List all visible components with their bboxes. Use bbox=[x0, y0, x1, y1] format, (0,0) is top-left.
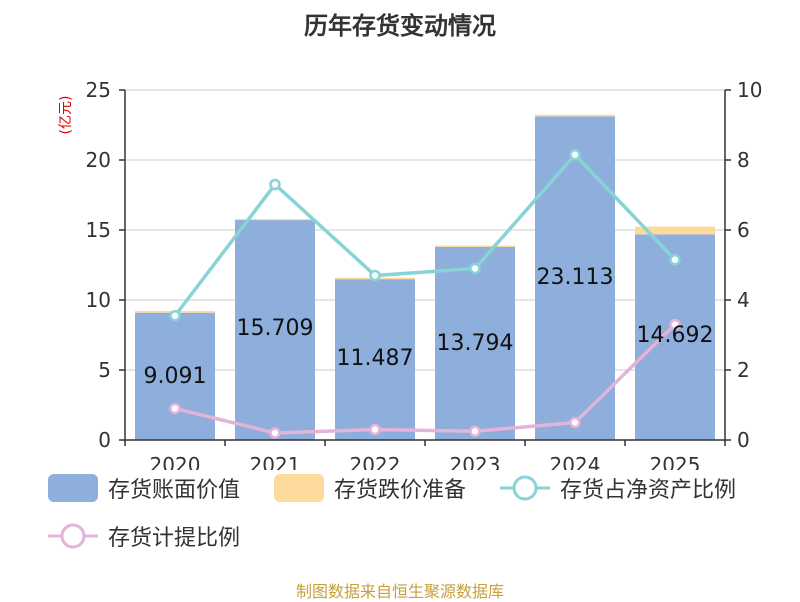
line-point bbox=[269, 178, 281, 191]
bar-data-label: 15.709 bbox=[237, 316, 314, 341]
legend-item-net-asset-ratio[interactable]: 存货占净资产比例 bbox=[500, 468, 736, 508]
bar-book-value bbox=[435, 246, 515, 440]
legend-swatch-impairment bbox=[274, 474, 324, 502]
line-point bbox=[469, 262, 481, 275]
legend-label-net-asset-ratio: 存货占净资产比例 bbox=[560, 478, 737, 503]
legend-label-provision-ratio: 存货计提比例 bbox=[108, 526, 241, 551]
right-axis-tick-label: 10 bbox=[737, 78, 762, 102]
chart-title: 历年存货变动情况 bbox=[304, 12, 496, 40]
line-point bbox=[569, 416, 581, 429]
line-point bbox=[269, 427, 281, 439]
data-labels: 9.091 15.709 11.487 13.794 23.113 14.692 bbox=[144, 265, 714, 389]
line-point bbox=[369, 269, 381, 282]
bar-book-value bbox=[635, 234, 715, 440]
bar-data-label: 14.692 bbox=[637, 323, 714, 348]
left-axis-tick-label: 0 bbox=[98, 428, 111, 452]
legend-item-book-value[interactable]: 存货账面价值 bbox=[48, 468, 240, 508]
bar-impairment bbox=[435, 245, 515, 247]
x-axis-tick-label: 2021 bbox=[250, 453, 301, 470]
legend-swatch-book-value bbox=[48, 474, 98, 502]
bar-data-label: 23.113 bbox=[537, 265, 614, 290]
bar-data-label: 9.091 bbox=[144, 364, 207, 389]
legend-item-provision-ratio[interactable]: 存货计提比例 bbox=[48, 516, 240, 556]
right-axis-tick-label: 6 bbox=[737, 218, 750, 242]
left-axis-tick-label: 10 bbox=[86, 288, 111, 312]
line-series bbox=[174, 323, 677, 435]
bar-book-value bbox=[335, 279, 415, 440]
line-point bbox=[169, 402, 181, 415]
line-point bbox=[469, 425, 481, 437]
x-axis-tick-label: 2022 bbox=[350, 453, 401, 470]
bar-data-label: 11.487 bbox=[337, 346, 414, 371]
source-note: 制图数据来自恒生聚源数据库 bbox=[295, 582, 504, 601]
bar-impairment bbox=[235, 218, 315, 221]
line-series bbox=[173, 152, 677, 317]
x-axis-tick-label: 2025 bbox=[650, 453, 701, 470]
bar-data-label: 13.794 bbox=[437, 331, 514, 356]
right-axis-tick-label: 2 bbox=[737, 358, 750, 382]
line-point bbox=[669, 254, 681, 266]
right-axis-tick-label: 4 bbox=[737, 288, 750, 312]
right-axis-unit-label: % bbox=[796, 89, 800, 102]
line-point bbox=[369, 423, 381, 436]
left-axis-unit-label: (亿元) bbox=[58, 96, 74, 135]
x-axis-tick-label: 2023 bbox=[450, 453, 501, 470]
right-axis-tick-label: 0 bbox=[737, 428, 750, 452]
line-point bbox=[569, 149, 581, 161]
legend-line-provision-ratio-icon bbox=[48, 523, 98, 549]
left-axis-tick-label: 5 bbox=[98, 358, 111, 382]
left-axis-tick-label: 25 bbox=[86, 78, 111, 102]
right-axis-tick-label: 8 bbox=[737, 148, 750, 172]
line-point bbox=[169, 310, 181, 322]
x-axis-tick-label: 2020 bbox=[150, 453, 201, 470]
line-point bbox=[669, 318, 681, 331]
bar-impairment bbox=[635, 226, 715, 235]
bar-book-value bbox=[135, 312, 215, 440]
bar-book-value bbox=[235, 220, 315, 440]
legend-item-impairment[interactable]: 存货跌价准备 bbox=[274, 468, 466, 508]
bar-impairment bbox=[535, 114, 615, 117]
legend-label-impairment: 存货跌价准备 bbox=[334, 478, 467, 503]
bar-layer bbox=[135, 114, 715, 440]
grid-lines bbox=[125, 89, 725, 371]
left-axis-tick-label: 15 bbox=[86, 218, 111, 242]
bar-book-value bbox=[535, 116, 615, 440]
legend-line-net-asset-ratio-icon bbox=[500, 475, 550, 501]
left-axis-tick-label: 20 bbox=[86, 148, 111, 172]
legend-label-book-value: 存货账面价值 bbox=[108, 478, 241, 503]
x-axis-tick-label: 2024 bbox=[550, 453, 601, 470]
line-layer bbox=[169, 149, 681, 439]
